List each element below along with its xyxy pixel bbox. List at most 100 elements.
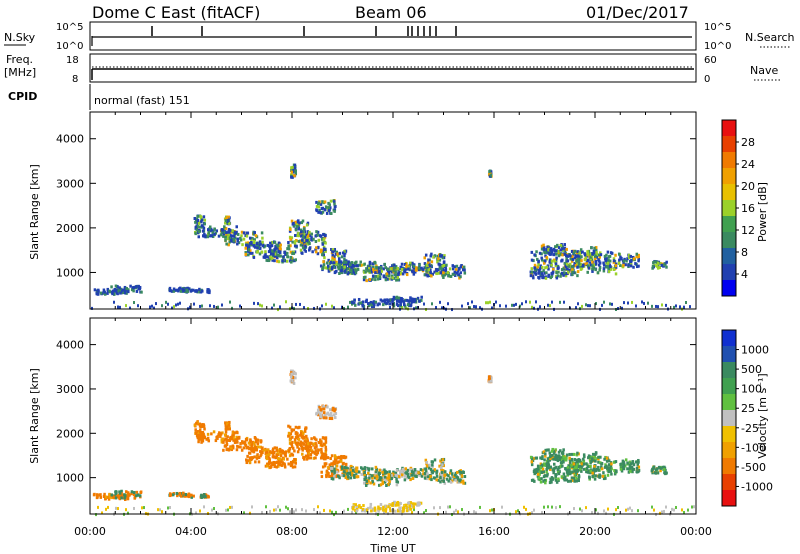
echo-cell — [265, 457, 269, 461]
echo-cell — [261, 304, 263, 308]
echo-cell — [449, 469, 453, 473]
echo-cell — [579, 248, 583, 252]
echo-cell — [462, 481, 465, 485]
echo-cell — [354, 268, 357, 272]
echo-cell — [665, 265, 668, 269]
echo-cell — [316, 230, 320, 234]
echo-cell — [324, 241, 327, 245]
echo-cell — [325, 302, 327, 306]
echo-cell — [549, 456, 552, 460]
echo-cell — [368, 262, 372, 266]
echo-cell — [338, 272, 341, 276]
echo-cell — [236, 242, 239, 246]
echo-cell — [332, 261, 336, 265]
echo-cell — [586, 258, 590, 262]
echo-cell — [401, 305, 403, 309]
echo-cell — [254, 445, 257, 449]
echo-cell — [445, 477, 449, 481]
echo-cell — [248, 460, 252, 464]
echo-cell — [228, 222, 231, 226]
echo-cell — [315, 445, 318, 449]
echo-cell — [412, 468, 416, 472]
echo-cell — [356, 264, 359, 268]
echo-cell — [306, 221, 310, 225]
echo-cell — [545, 256, 549, 260]
echo-cell — [253, 436, 257, 440]
echo-cell — [571, 470, 574, 474]
echo-cell — [135, 490, 139, 494]
echo-cell — [578, 258, 582, 262]
echo-cell — [367, 302, 370, 306]
echo-cell — [423, 256, 426, 260]
echo-cell — [554, 262, 558, 266]
echo-cell — [179, 289, 183, 293]
echo-cell — [282, 258, 286, 262]
echo-cell — [664, 472, 667, 476]
range-tick-label: 2000 — [56, 427, 84, 440]
echo-cell — [598, 475, 601, 479]
colorbar-segment — [722, 458, 736, 475]
echo-cell — [256, 246, 259, 250]
echo-cell — [277, 308, 279, 312]
echo-cell — [365, 508, 369, 512]
echo-cell — [385, 478, 388, 482]
echo-cell — [289, 227, 292, 231]
echo-cell — [327, 269, 331, 273]
echo-cell — [442, 276, 445, 280]
colorbar-tick-label: 4 — [741, 268, 748, 281]
echo-cell — [223, 231, 227, 235]
echo-cell — [461, 508, 463, 512]
echo-cell — [412, 505, 415, 509]
echo-cell — [428, 264, 432, 268]
echo-cell — [320, 440, 323, 444]
echo-cell — [327, 201, 330, 205]
echo-cell — [185, 288, 188, 292]
echo-cell — [387, 475, 391, 479]
echo-cell — [566, 259, 570, 263]
echo-cell — [288, 229, 292, 233]
echo-cell — [547, 463, 551, 467]
echo-cell — [655, 264, 659, 268]
echo-cell — [349, 468, 352, 472]
echo-cell — [447, 274, 450, 278]
echo-cell — [583, 455, 586, 459]
echo-cell — [401, 474, 404, 478]
echo-cell — [303, 230, 307, 234]
echo-cell — [220, 440, 224, 444]
power-ylabel: Slant Range [km] — [28, 164, 41, 260]
echo-cell — [257, 244, 261, 248]
echo-cell — [378, 302, 381, 306]
nsky-path — [91, 36, 692, 46]
echo-cell — [357, 297, 361, 301]
echo-cell — [294, 172, 298, 176]
colorbar-segment — [722, 184, 736, 201]
echo-cell — [629, 264, 633, 268]
echo-cell — [408, 268, 412, 272]
echo-cell — [129, 284, 132, 288]
echo-cell — [334, 252, 338, 256]
echo-cell — [551, 453, 554, 457]
echo-cell — [177, 302, 179, 306]
echo-cell — [441, 264, 444, 268]
echo-cell — [240, 234, 243, 238]
echo-cell — [581, 264, 585, 268]
echo-cell — [398, 507, 401, 511]
echo-cell — [540, 464, 544, 468]
echo-cell — [312, 237, 315, 241]
echo-cell — [540, 272, 544, 276]
echo-cell — [395, 483, 399, 487]
echo-cell — [95, 493, 99, 497]
echo-cell — [250, 443, 254, 447]
echo-cell — [137, 287, 140, 291]
echo-cell — [596, 271, 600, 275]
echo-cell — [551, 505, 553, 509]
echo-cell — [576, 258, 579, 262]
echo-cell — [316, 408, 320, 412]
echo-cell — [473, 305, 475, 309]
echo-cell — [222, 448, 225, 452]
echo-cell — [595, 251, 598, 255]
echo-cell — [455, 264, 459, 268]
echo-cell — [365, 267, 368, 271]
echo-cell — [331, 462, 334, 466]
echo-cell — [315, 230, 318, 234]
